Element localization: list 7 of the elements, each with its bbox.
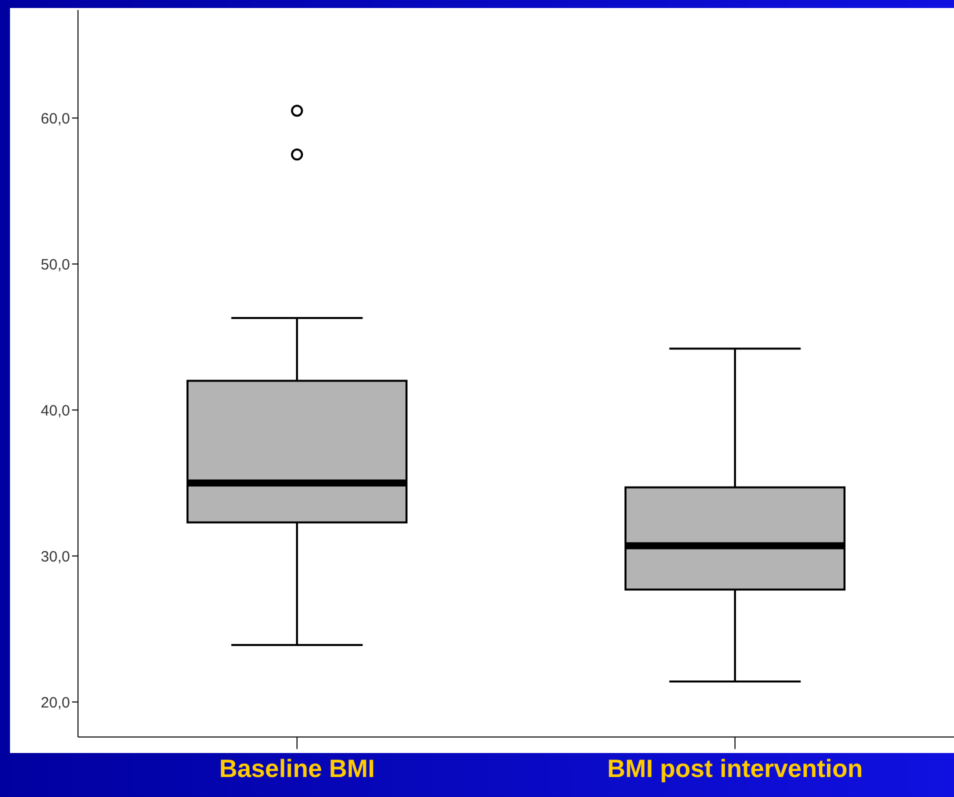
y-tick-label: 60,0 — [40, 110, 70, 128]
y-tick-label: 20,0 — [40, 694, 70, 712]
x-tick-label: BMI post intervention — [607, 754, 863, 783]
y-tick-label: 30,0 — [40, 548, 70, 566]
y-tick-label: 50,0 — [40, 256, 70, 274]
y-tick-label: 40,0 — [40, 402, 70, 420]
x-tick-label: Baseline BMI — [219, 754, 375, 783]
